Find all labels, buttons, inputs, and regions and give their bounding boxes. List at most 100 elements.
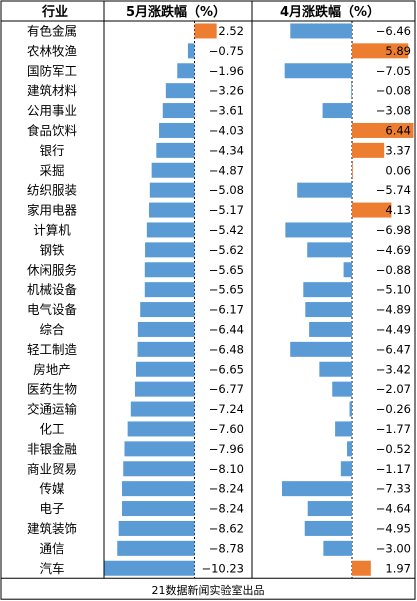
april-value-label: 6.44 [385,123,411,137]
category-label: 建筑装饰 [27,521,77,536]
header-may: 5月涨跌幅（%） [126,4,226,20]
april-bar [307,501,352,517]
april-bar [290,23,352,39]
category-label: 建筑材料 [27,83,78,98]
april-bar [351,83,353,99]
category-label: 化工 [39,421,64,436]
may-value-label: −8.78 [209,541,244,555]
april-bar [304,520,352,536]
may-bar [151,162,195,178]
april-value-label: −2.07 [376,382,411,396]
table-row: 轻工制造 −6.48 −6.47 [27,341,411,357]
may-bar [149,202,195,218]
header-april: 4月涨跌幅（%） [280,4,380,20]
april-value-label: −0.26 [376,402,411,416]
may-bar [123,461,195,477]
may-value-label: −5.08 [209,183,244,197]
april-bar [352,202,392,218]
may-value-label: −5.17 [209,203,244,217]
may-bar [187,43,195,59]
header-category: 行业 [41,4,68,20]
may-value-label: −4.87 [209,163,244,177]
april-bar [303,282,352,298]
category-label: 房地产 [33,362,71,377]
april-bar [332,381,352,397]
april-value-label: −6.47 [376,342,411,356]
april-bar [307,242,352,258]
april-bar [322,103,352,119]
may-value-label: −8.10 [209,462,244,476]
may-bar [137,321,195,337]
table-row: 电子 −8.24 −4.64 [39,501,411,517]
may-value-label: −6.65 [209,362,244,376]
category-label: 商业贸易 [27,461,77,476]
table-row: 计算机 −5.42 −6.98 [33,222,411,238]
may-bar [104,560,195,576]
april-bar [297,182,352,198]
april-value-label: −4.64 [376,502,411,516]
april-bar [323,540,352,556]
may-value-label: −6.77 [209,382,244,396]
april-bar [347,441,352,457]
category-label: 有色金属 [27,23,77,38]
may-bar [127,421,195,437]
april-value-label: −6.46 [376,24,411,38]
may-value-label: −0.75 [209,44,244,58]
may-value-label: −1.96 [209,64,244,78]
april-value-label: −3.08 [376,104,411,118]
may-value-label: −4.34 [209,143,244,157]
april-value-label: −3.42 [376,362,411,376]
table-row: 传媒 −8.24 −7.33 [39,481,411,497]
may-value-label: −7.60 [209,422,244,436]
april-bar [352,142,385,158]
april-value-label: 0.06 [385,163,411,177]
april-value-label: −7.05 [376,64,411,78]
april-value-label: −6.98 [376,223,411,237]
table-rows: 有色金属 2.52 −6.46 农林牧渔 −0.75 5.89 国防军工 −1.96 −7.05… [27,23,414,576]
april-value-label: 4.13 [385,203,411,217]
may-value-label: −7.24 [209,402,244,416]
category-label: 采掘 [39,163,64,178]
table-row: 医药生物 −6.77 −2.07 [27,381,411,397]
table-row: 交通运输 −7.24 −0.26 [27,401,411,417]
may-bar [118,520,195,536]
april-value-label: −1.17 [376,462,411,476]
april-bar [352,122,414,138]
category-label: 汽车 [39,561,64,576]
may-value-label: −4.03 [209,123,244,137]
april-bar [340,461,352,477]
category-label: 纺织服装 [27,183,77,198]
table-row: 休闲服务 −5.65 −0.88 [27,262,411,278]
may-bar [122,501,195,517]
category-label: 医药生物 [27,382,77,397]
category-label: 休闲服务 [27,262,77,277]
table-row: 化工 −7.60 −1.77 [39,421,411,437]
may-bar [146,222,195,238]
category-label: 电气设备 [27,302,78,317]
may-value-label: −7.96 [209,442,244,456]
table-row: 通信 −8.78 −3.00 [39,540,411,556]
may-value-label: −5.65 [209,283,244,297]
may-bar [137,341,195,357]
april-value-label: −0.52 [376,442,411,456]
table-row: 银行 −4.34 3.37 [39,142,411,158]
may-bar [194,23,217,39]
may-value-label: −5.65 [209,263,244,277]
may-bar [144,282,195,298]
category-label: 钢铁 [39,242,65,257]
category-label: 食品饮料 [27,123,78,138]
may-value-label: −8.62 [209,521,244,535]
may-bar [117,540,195,556]
may-value-label: −6.48 [209,342,244,356]
table-row: 综合 −6.44 −4.49 [39,321,411,337]
may-bar [122,481,195,497]
table-row: 建筑装饰 −8.62 −4.95 [27,520,411,536]
may-bar [130,401,195,417]
may-bar [135,361,195,377]
april-bar [305,302,352,318]
table-row: 汽车 −10.23 1.97 [39,560,411,576]
may-bar [156,142,195,158]
may-bar [159,122,195,138]
april-value-label: −3.00 [376,541,411,555]
